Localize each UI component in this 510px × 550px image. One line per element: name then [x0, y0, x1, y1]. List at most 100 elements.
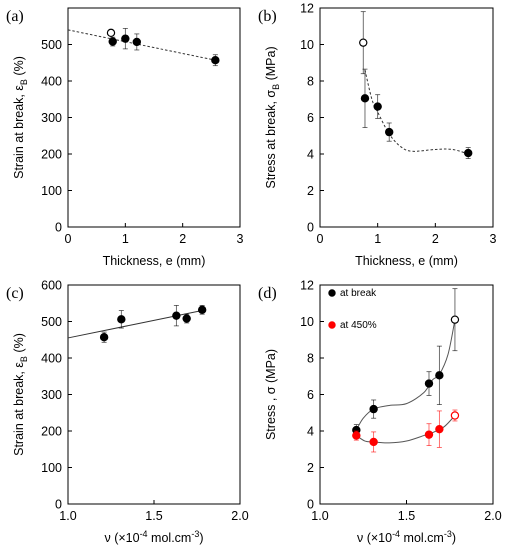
x-axis-label: Thickness, e (mm) — [103, 254, 206, 268]
data-point — [106, 28, 116, 38]
x-tick-label: 3 — [237, 232, 244, 246]
x-axis-label-sup: -4 — [392, 529, 400, 539]
y-tick-label: 300 — [41, 111, 62, 125]
y-tick-label: 0 — [55, 498, 62, 512]
panel-label: (a) — [6, 8, 24, 25]
x-tick-label: 1.5 — [145, 509, 162, 523]
data-point — [182, 314, 191, 323]
data-point — [172, 311, 181, 320]
y-tick-label: 4 — [307, 148, 314, 162]
y-axis-label-main: Stress , σ (MPa) — [264, 349, 278, 440]
panel-c: 1.0 1.5 2.0 0 100 200 300 400 500 600 (c) ν (×10-4 … — [6, 279, 249, 546]
y-axis-label: Stress , σ (MPa) — [264, 349, 278, 440]
x-axis-label-tail: mol.cm — [400, 531, 444, 545]
data-point — [197, 305, 207, 315]
x-tick-label: 2 — [179, 232, 186, 246]
legend-label: at 450% — [340, 320, 377, 331]
data-point — [121, 34, 130, 43]
fit-curve — [364, 69, 469, 155]
x-tick-label: 1.0 — [311, 509, 328, 523]
x-axis-label-end: ) — [452, 531, 456, 545]
data-point — [99, 332, 109, 342]
plot-frame — [319, 7, 494, 228]
y-tick-label: 10 — [300, 315, 314, 329]
data-point — [117, 315, 126, 324]
data-point — [108, 37, 117, 46]
y-tick-label: 8 — [307, 75, 314, 89]
y-tick-label: 200 — [41, 425, 62, 439]
data-point — [132, 37, 141, 47]
y-tick-label: 300 — [41, 388, 62, 402]
y-tick-label: 8 — [307, 352, 314, 366]
data-point — [385, 127, 394, 137]
data-point — [464, 148, 473, 158]
data-point — [369, 437, 378, 447]
x-axis-label: ν (×10-4 mol.cm-3) — [104, 529, 203, 545]
y-axis-label-sub: B — [19, 79, 29, 85]
x-axis-label: Thickness, e (mm) — [355, 254, 458, 268]
y-tick-label: 100 — [41, 461, 62, 475]
data-point — [373, 102, 382, 111]
y-tick-label: 2 — [307, 461, 314, 475]
y-axis-label-sub: B — [19, 356, 29, 362]
x-tick-label: 2.0 — [231, 509, 248, 523]
y-axis-label-tail: (MPa) — [264, 46, 278, 84]
data-point — [450, 315, 460, 324]
x-axis-label-sup2: -3 — [444, 529, 452, 539]
y-axis-label-main: Strain at break, ε — [12, 362, 26, 456]
data-point — [435, 371, 444, 380]
x-axis-label-end: ) — [199, 531, 203, 545]
fit-curve — [355, 319, 456, 431]
y-tick-label: 400 — [41, 75, 62, 89]
fit-curve — [67, 29, 216, 61]
y-tick-label: 10 — [300, 38, 314, 52]
y-axis-label-main: Strain at break, ε — [12, 85, 26, 179]
x-axis-label-main: ν (×10 — [104, 531, 139, 545]
y-tick-label: 12 — [300, 2, 314, 16]
y-tick-label: 4 — [307, 425, 314, 439]
data-point — [369, 404, 378, 414]
y-tick-label: 6 — [307, 388, 314, 402]
x-tick-label: 2.0 — [484, 509, 501, 523]
x-axis-label-sup2: -3 — [191, 529, 199, 539]
y-tick-label: 200 — [41, 148, 62, 162]
data-point — [424, 430, 434, 439]
plot-frame — [319, 284, 494, 505]
data-point — [211, 55, 220, 65]
y-axis-label-main: Stress at break, σ — [264, 90, 278, 189]
plot-frame — [67, 7, 241, 228]
legend-marker — [328, 289, 336, 297]
y-axis-label-tail: (%) — [12, 333, 26, 356]
x-tick-label: 3 — [490, 232, 497, 246]
y-tick-label: 2 — [307, 184, 314, 198]
x-axis-label-main: ν (×10 — [357, 531, 392, 545]
data-point — [360, 94, 370, 103]
data-point — [424, 379, 434, 388]
x-tick-label: 1.5 — [398, 509, 415, 523]
y-tick-label: 600 — [41, 279, 62, 293]
data-point — [450, 411, 460, 420]
y-tick-label: 6 — [307, 111, 314, 125]
panel-a: 0 1 2 3 0 100 200 300 400 500 (a) Thickness, e (mm)… — [6, 7, 244, 268]
y-axis-label: Strain at break, εB (%) — [12, 333, 29, 456]
data-point — [435, 424, 444, 434]
legend-marker — [328, 321, 336, 329]
panel-d: 1.0 1.5 2.0 0 2 4 6 8 10 12 (d) ν (×10-4 mol.cm-3) S… — [258, 279, 502, 546]
legend-label: at break — [340, 288, 377, 299]
x-tick-label: 1.0 — [59, 509, 76, 523]
y-axis-label-sub: B — [271, 84, 281, 90]
y-tick-label: 100 — [41, 184, 62, 198]
x-axis-label: ν (×10-4 mol.cm-3) — [357, 529, 456, 545]
panel-label: (b) — [258, 8, 277, 25]
y-axis-label-tail: (%) — [12, 56, 26, 79]
y-tick-label: 0 — [307, 221, 314, 235]
y-tick-label: 0 — [307, 498, 314, 512]
y-axis-label: Stress at break, σB (MPa) — [264, 46, 281, 188]
y-tick-label: 12 — [300, 279, 314, 293]
y-tick-label: 400 — [41, 352, 62, 366]
x-tick-label: 0 — [65, 232, 72, 246]
panel-label: (c) — [6, 285, 24, 302]
x-tick-label: 1 — [122, 232, 129, 246]
